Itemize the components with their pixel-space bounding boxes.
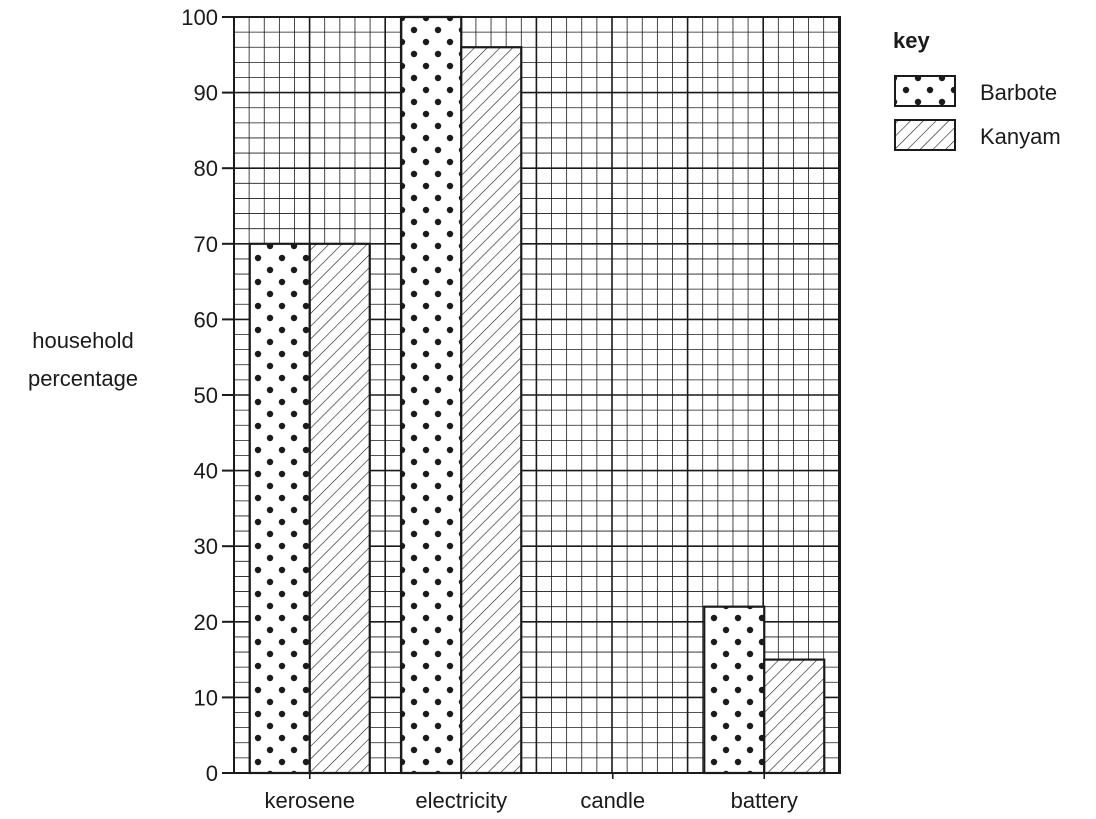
y-axis-label-line1: household (32, 328, 134, 353)
bar-battery-kanyam (763, 658, 826, 775)
y-tick-label-30: 30 (194, 534, 218, 559)
y-tick-label-100: 100 (181, 5, 218, 30)
bar-kerosene-barbote (248, 242, 311, 775)
x-tick-label-kerosene: kerosene (264, 788, 355, 813)
x-tick-label-battery: battery (731, 788, 798, 813)
y-tick-label-70: 70 (194, 232, 218, 257)
y-axis-label-line2: percentage (28, 366, 138, 391)
y-axis-title: household percentage (28, 328, 138, 391)
y-tick-label-40: 40 (194, 459, 218, 484)
bar-battery-barbote (703, 605, 766, 775)
y-tick-label-0: 0 (206, 761, 218, 786)
bar-kerosene-kanyam (308, 242, 371, 775)
bars (248, 15, 826, 775)
y-tick-label-80: 80 (194, 156, 218, 181)
legend-swatch-barbote (894, 75, 956, 107)
y-tick-label-90: 90 (194, 81, 218, 106)
x-tick-label-electricity: electricity (415, 788, 507, 813)
legend: key Barbote Kanyam (893, 28, 1061, 151)
legend-label-kanyam: Kanyam (980, 124, 1061, 149)
axes: kerosene electricity candle battery 0 10 20 30 4… (181, 5, 841, 813)
x-tick-label-candle: candle (580, 788, 645, 813)
legend-swatch-kanyam (894, 119, 956, 151)
y-tick-label-60: 60 (194, 307, 218, 332)
legend-label-barbote: Barbote (980, 80, 1057, 105)
bar-electricity-barbote (400, 15, 463, 775)
y-tick-label-50: 50 (194, 383, 218, 408)
bar-electricity-kanyam (460, 46, 523, 775)
y-tick-label-10: 10 (194, 685, 218, 710)
legend-title: key (893, 28, 930, 53)
y-tick-label-20: 20 (194, 610, 218, 635)
